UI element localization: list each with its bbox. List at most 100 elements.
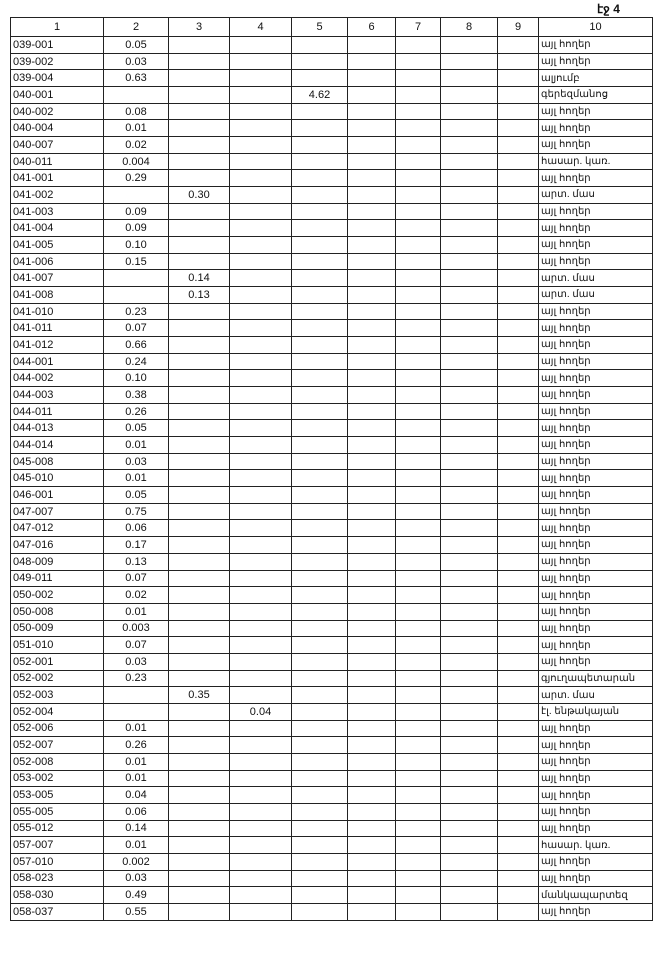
- area-value-col4: [229, 769, 292, 788]
- area-value-col3: [168, 802, 230, 821]
- table-row: 045-010 0.01 այլ հողեր: [10, 469, 653, 488]
- area-value-col4: [229, 319, 292, 338]
- area-value-col5: [291, 619, 348, 638]
- parcel-code: 057-007: [10, 836, 104, 854]
- area-value-col5: [291, 602, 348, 621]
- area-value-col7: [395, 302, 441, 321]
- area-value-col9: [497, 602, 539, 621]
- table-row: 053-005 0.04 այլ հողեր: [10, 786, 653, 804]
- area-value-col7: [395, 336, 441, 354]
- area-value-col6: [347, 169, 396, 188]
- area-value-col6: [347, 686, 396, 704]
- area-value-col5: [291, 36, 348, 54]
- area-value-col9: [497, 186, 539, 204]
- area-value-col7: [395, 536, 441, 554]
- area-value-col5: [291, 686, 348, 704]
- area-value-col9: [497, 852, 539, 871]
- area-value-col4: [229, 486, 292, 504]
- table-row: 053-002 0.01 այլ հողեր: [10, 769, 653, 788]
- area-value-col5: [291, 119, 348, 138]
- area-value-col6: [347, 352, 396, 371]
- area-value-col3: [168, 586, 230, 604]
- area-value-col2: 0.23: [103, 302, 169, 321]
- land-use: այլ հողեր: [538, 819, 653, 838]
- area-value-col6: [347, 519, 396, 538]
- parcel-code: 058-023: [10, 869, 104, 888]
- area-value-col5: [291, 202, 348, 221]
- area-value-col5: [291, 386, 348, 404]
- area-value-col4: [229, 652, 292, 671]
- area-value-col6: [347, 469, 396, 488]
- area-value-col2: 0.01: [103, 469, 169, 488]
- parcel-code: 046-001: [10, 486, 104, 504]
- area-value-col2: [103, 686, 169, 704]
- area-value-col9: [497, 319, 539, 338]
- column-header-2: 2: [103, 17, 169, 37]
- column-header-10: 10: [538, 17, 653, 37]
- area-value-col3: [168, 736, 230, 754]
- area-value-col2: 0.004: [103, 152, 169, 171]
- area-value-col8: [440, 686, 498, 704]
- area-value-col3: [168, 519, 230, 538]
- area-value-col6: [347, 119, 396, 138]
- area-value-col7: [395, 869, 441, 888]
- area-value-col8: [440, 702, 498, 721]
- area-value-col4: [229, 402, 292, 421]
- area-value-col9: [497, 269, 539, 288]
- area-value-col8: [440, 786, 498, 804]
- area-value-col3: [168, 319, 230, 338]
- area-value-col4: [229, 369, 292, 388]
- area-value-col8: [440, 336, 498, 354]
- column-header-6: 6: [347, 17, 396, 37]
- parcel-code: 052-008: [10, 752, 104, 771]
- land-use: այլ հողեր: [538, 52, 653, 71]
- area-value-col6: [347, 402, 396, 421]
- area-value-col6: [347, 319, 396, 338]
- area-value-col3: [168, 486, 230, 504]
- area-value-col5: [291, 902, 348, 921]
- area-value-col7: [395, 269, 441, 288]
- area-value-col7: [395, 52, 441, 71]
- area-value-col8: [440, 769, 498, 788]
- area-value-col5: 4.62: [291, 86, 348, 104]
- area-value-col2: [103, 702, 169, 721]
- area-value-col9: [497, 536, 539, 554]
- area-value-col2: 0.10: [103, 236, 169, 254]
- table-row: 050-009 0.003 այլ հողեր: [10, 619, 653, 638]
- table-row: 050-002 0.02 այլ հողեր: [10, 586, 653, 604]
- area-value-col5: [291, 769, 348, 788]
- table-row: 052-008 0.01 այլ հողեր: [10, 752, 653, 771]
- table-row: 039-001 0.05 այլ հողեր: [10, 36, 653, 54]
- table-row: 052-007 0.26 այլ հողեր: [10, 736, 653, 754]
- area-value-col9: [497, 586, 539, 604]
- area-value-col3: [168, 119, 230, 138]
- area-value-col8: [440, 469, 498, 488]
- area-value-col4: [229, 436, 292, 454]
- land-use: այլ հողեր: [538, 369, 653, 388]
- area-value-col6: [347, 136, 396, 154]
- area-value-col9: [497, 86, 539, 104]
- parcel-code: 047-016: [10, 536, 104, 554]
- land-use: արտ. մաս: [538, 269, 653, 288]
- table-row: 057-007 0.01 հասար. կառ.: [10, 836, 653, 854]
- area-value-col9: [497, 252, 539, 271]
- parcel-code: 041-003: [10, 202, 104, 221]
- land-use: այլ հողեր: [538, 652, 653, 671]
- area-value-col2: 0.03: [103, 652, 169, 671]
- area-value-col8: [440, 552, 498, 571]
- parcel-code: 044-013: [10, 419, 104, 438]
- parcel-code: 039-004: [10, 69, 104, 88]
- table-row: 046-001 0.05 այլ հողեր: [10, 486, 653, 504]
- area-value-col5: [291, 136, 348, 154]
- area-value-col7: [395, 36, 441, 54]
- area-value-col6: [347, 719, 396, 738]
- land-use: այլ հողեր: [538, 236, 653, 254]
- area-value-col2: 0.26: [103, 402, 169, 421]
- area-value-col3: [168, 302, 230, 321]
- table-row: 044-013 0.05 այլ հողեր: [10, 419, 653, 438]
- area-value-col8: [440, 386, 498, 404]
- area-value-col7: [395, 286, 441, 304]
- area-value-col9: [497, 236, 539, 254]
- area-value-col4: [229, 536, 292, 554]
- column-header-9: 9: [497, 17, 539, 37]
